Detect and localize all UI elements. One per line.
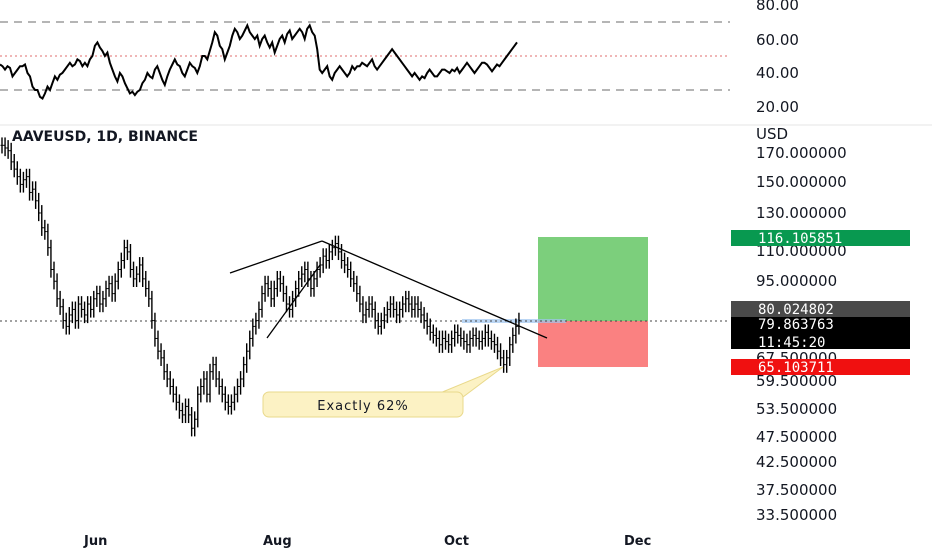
x-tick-label: Oct	[444, 534, 469, 549]
rsi-tick-label: 40.00	[756, 64, 799, 82]
last-price-label: 79.863763	[758, 317, 834, 333]
countdown-tag	[731, 337, 910, 349]
last-price-tag	[731, 317, 910, 337]
entry-tag	[731, 301, 910, 317]
chart-title: AAVEUSD, 1D, BINANCE	[12, 129, 198, 145]
price-tick-label: 110.000000	[756, 242, 847, 260]
target-tag-label: 116.105851	[758, 231, 842, 247]
price-tick-label: 130.000000	[756, 204, 847, 222]
x-tick-label: Dec	[624, 534, 651, 549]
trendline-upper-left[interactable]	[229, 240, 323, 274]
x-axis: Jun Aug Oct Dec	[83, 534, 651, 549]
loss-zone[interactable]	[538, 321, 648, 367]
x-tick-label: Jun	[83, 534, 107, 549]
stop-tag-label: 65.103711	[758, 360, 834, 376]
price-tick-label: 33.500000	[756, 506, 837, 524]
price-tick-label: 42.500000	[756, 453, 837, 471]
trendline-resistance[interactable]	[321, 240, 548, 339]
price-tick-label: 170.000000	[756, 144, 847, 162]
countdown-label: 11:45:20	[758, 335, 825, 351]
stop-tag	[731, 359, 910, 375]
rsi-tick-label: 80.00	[756, 0, 799, 14]
price-bars	[0, 137, 521, 437]
price-tick-label: 95.000000	[756, 272, 837, 290]
price-tick-label: 47.500000	[756, 428, 837, 446]
price-tick-label: 37.500000	[756, 481, 837, 499]
callout-text: Exactly 62%	[317, 399, 408, 414]
annotation-callout[interactable]: Exactly 62%	[262, 366, 504, 418]
trendline-channel[interactable]	[266, 264, 321, 339]
price-tick-label: 150.000000	[756, 173, 847, 191]
price-tick-label: 53.500000	[756, 400, 837, 418]
entry-marker	[462, 319, 566, 323]
entry-tag-label: 80.024802	[758, 302, 834, 318]
price-unit: USD	[756, 125, 788, 143]
x-tick-label: Aug	[263, 534, 292, 549]
callout-box	[262, 391, 464, 418]
price-tick-label: 59.500000	[756, 372, 837, 390]
rsi-tick-label: 60.00	[756, 31, 799, 49]
rsi-tick-label: 20.00	[756, 98, 799, 116]
rsi-pane: 80.00 60.00 40.00 20.00	[0, 0, 799, 116]
target-tag	[731, 230, 910, 246]
price-tags: 116.105851 80.024802 79.863763 11:45:20 …	[731, 230, 910, 376]
profit-zone[interactable]	[538, 237, 648, 321]
rsi-line	[0, 22, 518, 100]
